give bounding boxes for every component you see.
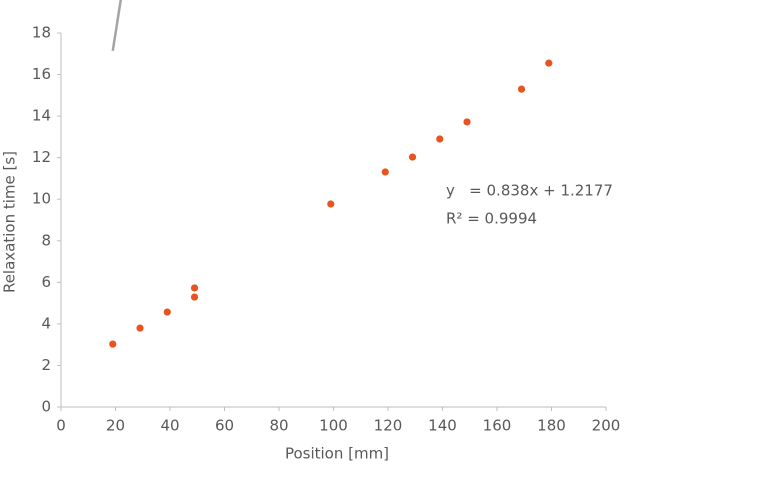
trendline [111, 0, 123, 52]
y-tick-label: 4 [41, 314, 51, 332]
y-tick-label: 2 [41, 356, 51, 374]
y-tick-label: 10 [32, 190, 51, 208]
y-tick-label: 18 [32, 24, 51, 42]
data-point [545, 59, 553, 67]
x-tick-label: 120 [374, 417, 403, 435]
data-point [408, 153, 417, 161]
x-tick-label: 140 [428, 417, 457, 435]
x-tick-label: 200 [592, 417, 621, 435]
data-point [136, 324, 144, 332]
x-axis-title: Position [mm] [285, 445, 389, 463]
data-point [517, 85, 526, 93]
trendline-r-squared: R² = 0.9994 [446, 210, 537, 228]
data-point [381, 168, 389, 176]
x-tick-label: 180 [537, 417, 566, 435]
trendline-equation: y = 0.838x + 1.2177 [446, 182, 613, 200]
data-point [436, 135, 444, 143]
x-tick-label: 80 [269, 417, 288, 435]
y-tick-label: 8 [41, 231, 51, 249]
y-axis-title: Relaxation time [s] [1, 151, 19, 293]
y-tick-label: 6 [41, 273, 51, 291]
y-tick-label: 14 [32, 107, 51, 125]
y-tick-label: 12 [32, 148, 51, 166]
y-tick-label: 0 [41, 398, 51, 416]
y-tick-label: 16 [32, 65, 51, 83]
x-tick-label: 40 [160, 417, 179, 435]
data-point [190, 293, 199, 301]
x-tick-label: 60 [215, 417, 234, 435]
data-point [109, 340, 117, 348]
x-tick-label: 160 [483, 417, 512, 435]
data-point [463, 118, 471, 126]
data-point [327, 200, 335, 208]
x-tick-label: 100 [319, 417, 348, 435]
data-point [163, 308, 171, 316]
data-point [190, 284, 199, 292]
x-tick-label: 0 [56, 417, 66, 435]
x-tick-label: 20 [106, 417, 125, 435]
